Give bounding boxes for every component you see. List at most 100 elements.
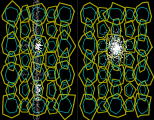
Point (120, 29, 122, 31)
Point (119, 44, 122, 46)
Point (117, 60, 119, 62)
Point (34, 19, 37, 21)
Point (117, 39, 119, 41)
Point (34, 8, 37, 10)
Point (38, 87, 40, 89)
Point (36, 24, 38, 26)
Point (37, 111, 40, 113)
Point (37, 88, 39, 90)
Point (114, 49, 117, 51)
Point (120, 63, 122, 64)
Point (34, 42, 37, 44)
Point (36, 96, 38, 98)
Point (124, 40, 126, 42)
Point (106, 58, 108, 60)
Point (36, 110, 39, 112)
Point (104, 74, 107, 76)
Point (121, 53, 123, 55)
Point (35, 84, 37, 86)
Point (116, 39, 119, 40)
Point (118, 58, 120, 60)
Point (113, 35, 116, 37)
Point (36, 81, 38, 83)
Point (114, 57, 117, 59)
Point (113, 53, 116, 55)
Point (101, 52, 103, 54)
Point (36, 91, 38, 93)
Point (38, 44, 41, 46)
Point (37, 39, 39, 41)
Point (108, 37, 110, 39)
Point (36, 50, 39, 52)
Point (41, 101, 44, 103)
Point (117, 47, 120, 49)
Point (38, 70, 41, 72)
Point (107, 43, 110, 45)
Point (40, 51, 43, 53)
Point (118, 43, 120, 45)
Point (120, 46, 122, 48)
Point (111, 64, 114, 66)
Point (110, 56, 112, 58)
Point (110, 40, 113, 42)
Point (110, 60, 113, 62)
Point (110, 65, 112, 66)
Point (111, 40, 113, 42)
Point (32, 97, 35, 99)
Point (125, 50, 128, 52)
Point (113, 52, 115, 54)
Point (38, 30, 40, 32)
Point (106, 55, 108, 57)
Point (115, 44, 118, 46)
Point (111, 58, 114, 60)
Point (126, 39, 128, 40)
Point (101, 62, 104, 64)
Point (108, 42, 110, 44)
Point (111, 61, 113, 63)
Point (100, 49, 103, 51)
Point (118, 41, 121, 43)
Point (109, 45, 112, 46)
Point (36, 68, 39, 69)
Point (39, 86, 42, 88)
Point (116, 30, 119, 32)
Point (129, 58, 132, 60)
Point (38, 24, 41, 26)
Point (38, 38, 41, 40)
Point (36, 19, 38, 21)
Point (118, 41, 121, 43)
Point (36, 18, 38, 20)
Point (36, 91, 39, 93)
Point (33, 6, 36, 7)
Point (119, 57, 121, 59)
Point (116, 46, 119, 48)
Point (118, 45, 121, 47)
Point (42, 89, 44, 91)
Point (106, 53, 108, 55)
Point (34, 90, 37, 92)
Point (37, 33, 40, 35)
Point (119, 45, 122, 47)
Point (123, 40, 126, 42)
Point (38, 69, 41, 71)
Point (110, 48, 113, 50)
Point (37, 83, 39, 85)
Point (41, 22, 44, 24)
Point (114, 36, 116, 38)
Point (36, 51, 39, 53)
Point (39, 88, 41, 90)
Point (36, 62, 39, 64)
Point (106, 54, 109, 56)
Point (38, 93, 41, 95)
Point (37, 44, 39, 46)
Point (124, 48, 126, 50)
Point (117, 47, 120, 49)
Point (37, 98, 39, 100)
Point (122, 53, 124, 55)
Point (109, 59, 112, 61)
Point (39, 98, 41, 100)
Point (32, 106, 35, 108)
Point (37, 89, 40, 91)
Point (34, 89, 37, 91)
Point (109, 45, 111, 47)
